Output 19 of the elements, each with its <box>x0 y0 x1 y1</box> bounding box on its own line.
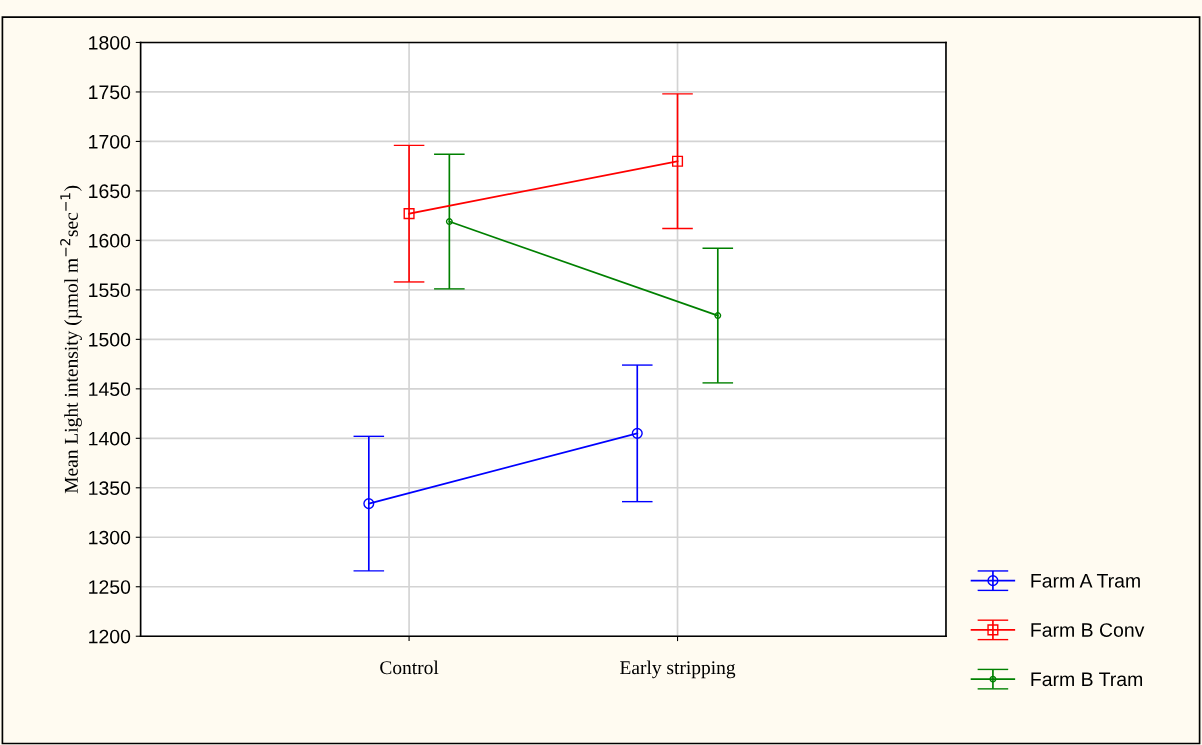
y-tick-label: 1800 <box>89 35 131 50</box>
y-tick-label: 1200 <box>89 629 131 644</box>
y-axis-title: Mean Light intensity (µmol m$^{−2}$sec$^{−1}$) <box>60 185 82 494</box>
y-tick-label: 1550 <box>89 283 131 298</box>
legend-label: Farm A Tram <box>1031 574 1140 588</box>
y-tick-label: 1400 <box>89 431 131 446</box>
y-tick-label: 1650 <box>89 184 131 199</box>
legend-label: Farm B Conv <box>1031 623 1145 637</box>
y-tick-label: 1600 <box>89 233 131 248</box>
y-tick-label: 1750 <box>89 85 131 100</box>
y-tick-label: 1450 <box>89 382 131 397</box>
y-tick-label: 1350 <box>89 481 131 496</box>
y-tick-label: 1250 <box>89 580 131 594</box>
y-tick-label: 1700 <box>89 134 131 149</box>
x-tick-label: Control <box>380 660 439 675</box>
y-tick-label: 1300 <box>89 530 131 545</box>
legend-label: Farm B Tram <box>1031 672 1143 687</box>
y-tick-label: 1500 <box>89 332 131 347</box>
x-tick-label: Early stripping <box>620 660 736 679</box>
